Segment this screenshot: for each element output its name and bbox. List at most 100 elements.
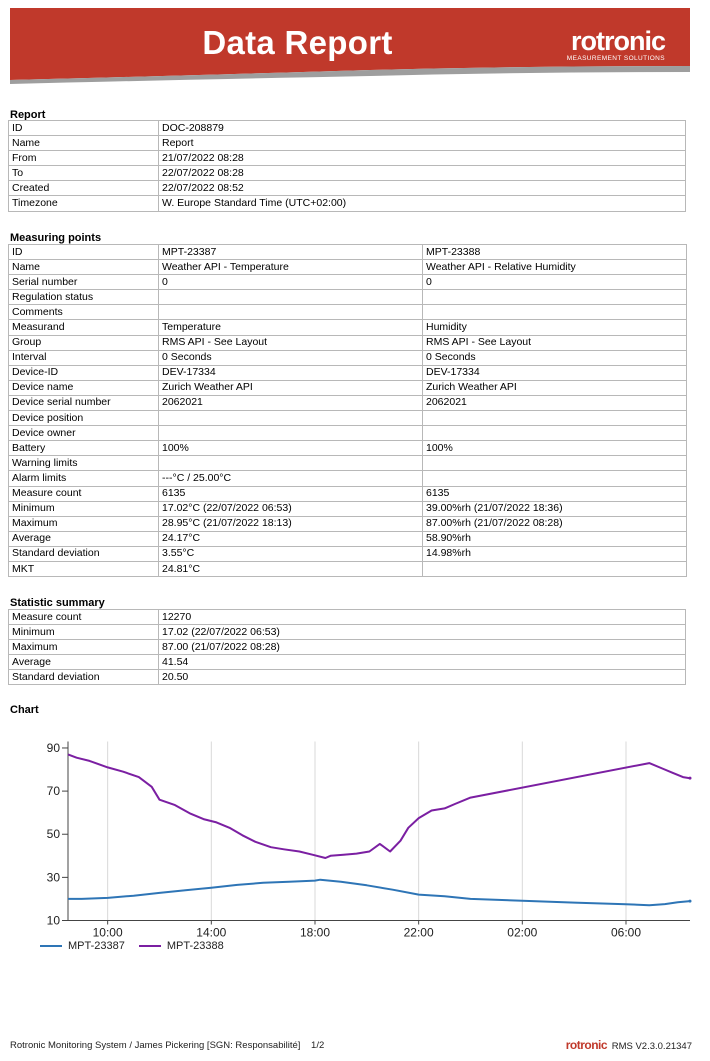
table-row: Regulation status bbox=[8, 289, 687, 306]
report-table: ID DOC-208879 Name Report From 21/07/2022 08:… bbox=[8, 119, 686, 212]
table-value-cell bbox=[158, 425, 423, 442]
table-row: Maximum 28.95°C (21/07/2022 18:13) 87.00%r… bbox=[8, 515, 687, 532]
table-row: MKT 24.81°C bbox=[8, 560, 687, 578]
table-value-cell: Report bbox=[158, 135, 686, 152]
table-value-cell: 22/07/2022 08:52 bbox=[158, 180, 686, 197]
series-end-point bbox=[688, 776, 692, 780]
table-value-cell bbox=[422, 425, 687, 442]
table-row: Device-ID DEV-17334 DEV-17334 bbox=[8, 364, 687, 381]
line-chart: 10:00 14:00 18:00 22:00 02:00 06:00 10 30 50 70 90 bbox=[47, 741, 692, 940]
table-key-cell: Maximum bbox=[8, 515, 159, 532]
table-value-cell: 0 Seconds bbox=[158, 349, 423, 366]
table-key-cell: Battery bbox=[8, 440, 159, 457]
table-row: Maximum 87.00 (21/07/2022 08:28) bbox=[8, 639, 686, 656]
table-value-cell: 22/07/2022 08:28 bbox=[158, 165, 686, 182]
brand-tagline: MEASUREMENT SOLUTIONS bbox=[566, 55, 665, 62]
legend-label-series-1: MPT-23387 bbox=[68, 940, 125, 952]
series-line-mpt-23388 bbox=[67, 753, 691, 859]
legend-item-series-1: MPT-23387 bbox=[40, 940, 125, 952]
table-row: Serial number 0 0 bbox=[8, 274, 687, 291]
table-row: Warning limits bbox=[8, 455, 687, 472]
table-value-cell: Zurich Weather API bbox=[158, 379, 423, 396]
table-value-cell: 87.00%rh (21/07/2022 08:28) bbox=[422, 515, 687, 532]
table-value-cell: 41.54 bbox=[158, 654, 686, 671]
legend-swatch-series-2 bbox=[138, 945, 161, 947]
table-row: Comments bbox=[8, 304, 687, 321]
table-key-cell: Minimum bbox=[8, 624, 159, 641]
table-value-cell: 17.02 (22/07/2022 06:53) bbox=[158, 624, 686, 641]
page-footer: Rotronic Monitoring System / James Picke… bbox=[10, 1038, 692, 1052]
table-value-cell bbox=[158, 455, 423, 472]
table-value-cell: Zurich Weather API bbox=[422, 379, 687, 396]
table-value-cell: ---°C / 25.00°C bbox=[158, 470, 423, 487]
table-key-cell: MKT bbox=[8, 560, 159, 578]
table-value-cell: RMS API - See Layout bbox=[158, 334, 423, 351]
table-key-cell: Device position bbox=[8, 410, 159, 427]
table-value-cell: 100% bbox=[422, 440, 687, 457]
table-row: Measurand Temperature Humidity bbox=[8, 319, 687, 336]
table-value-cell: Humidity bbox=[422, 319, 687, 336]
report-header: Data Report rotronic MEASUREMENT SOLUTIO… bbox=[10, 8, 690, 84]
table-value-cell: DOC-208879 bbox=[158, 119, 686, 137]
table-value-cell bbox=[422, 470, 687, 487]
table-value-cell: 12270 bbox=[158, 608, 686, 626]
table-value-cell: 87.00 (21/07/2022 08:28) bbox=[158, 639, 686, 656]
table-key-cell: Serial number bbox=[8, 274, 159, 291]
table-value-cell: W. Europe Standard Time (UTC+02:00) bbox=[158, 195, 686, 212]
series-end-point bbox=[688, 899, 692, 903]
x-tick-label: 10:00 bbox=[93, 926, 123, 940]
legend-item-series-2: MPT-23388 bbox=[138, 940, 224, 952]
table-value-cell bbox=[422, 289, 687, 306]
table-value-cell: 6135 bbox=[158, 485, 423, 502]
table-key-cell: ID bbox=[8, 243, 159, 261]
table-key-cell: Group bbox=[8, 334, 159, 351]
table-value-cell: MPT-23388 bbox=[422, 243, 687, 261]
table-key-cell: Alarm limits bbox=[8, 470, 159, 487]
y-tick-label: 30 bbox=[47, 870, 61, 884]
x-tick-label: 02:00 bbox=[507, 926, 537, 940]
table-value-cell: Temperature bbox=[158, 319, 423, 336]
series-line-mpt-23387 bbox=[68, 878, 691, 907]
x-tick-label: 18:00 bbox=[300, 926, 330, 940]
table-key-cell: Device name bbox=[8, 379, 159, 396]
table-row: Minimum 17.02°C (22/07/2022 06:53) 39.00%r… bbox=[8, 500, 687, 517]
table-value-cell: Weather API - Temperature bbox=[158, 259, 423, 276]
table-value-cell: 100% bbox=[158, 440, 423, 457]
y-tick-label: 50 bbox=[47, 827, 61, 841]
table-key-cell: Measure count bbox=[8, 485, 159, 502]
table-value-cell: 14.98%rh bbox=[422, 545, 687, 562]
brand-logo: rotronic MEASUREMENT SOLUTIONS bbox=[566, 26, 666, 63]
table-row: Name Report bbox=[8, 135, 686, 152]
table-row: Created 22/07/2022 08:52 bbox=[8, 180, 686, 197]
table-row: Measure count 12270 bbox=[8, 608, 686, 626]
table-value-cell: MPT-23387 bbox=[158, 243, 423, 261]
table-value-cell: 20.50 bbox=[158, 669, 686, 686]
table-key-cell: ID bbox=[8, 119, 159, 137]
table-value-cell bbox=[422, 455, 687, 472]
table-value-cell bbox=[158, 304, 423, 321]
footer-page-number: 1/2 bbox=[311, 1039, 325, 1051]
report-section-title: Report bbox=[10, 109, 46, 121]
table-value-cell bbox=[158, 410, 423, 427]
table-row: Battery 100% 100% bbox=[8, 440, 687, 457]
brand-name: rotronic bbox=[570, 26, 666, 56]
table-value-cell bbox=[422, 410, 687, 427]
table-key-cell: Name bbox=[8, 259, 159, 276]
table-value-cell: 28.95°C (21/07/2022 18:13) bbox=[158, 515, 423, 532]
x-tick-label: 06:00 bbox=[611, 926, 641, 940]
table-row: ID MPT-23387 MPT-23388 bbox=[8, 243, 687, 261]
table-value-cell: 39.00%rh (21/07/2022 18:36) bbox=[422, 500, 687, 517]
table-key-cell: Maximum bbox=[8, 639, 159, 656]
table-row: Device serial number 2062021 2062021 bbox=[8, 394, 687, 412]
table-row: Interval 0 Seconds 0 Seconds bbox=[8, 349, 687, 366]
table-key-cell: Name bbox=[8, 135, 159, 152]
table-value-cell: 0 bbox=[158, 274, 423, 291]
table-row: Standard deviation 20.50 bbox=[8, 669, 686, 686]
page-title: Data Report bbox=[202, 24, 393, 61]
table-row: Device position bbox=[8, 410, 687, 427]
table-key-cell: To bbox=[8, 165, 159, 182]
table-row: Average 24.17°C 58.90%rh bbox=[8, 530, 687, 547]
chart-legend: MPT-23387 MPT-23388 bbox=[40, 940, 224, 952]
table-value-cell: 6135 bbox=[422, 485, 687, 502]
table-value-cell: 3.55°C bbox=[158, 545, 423, 562]
